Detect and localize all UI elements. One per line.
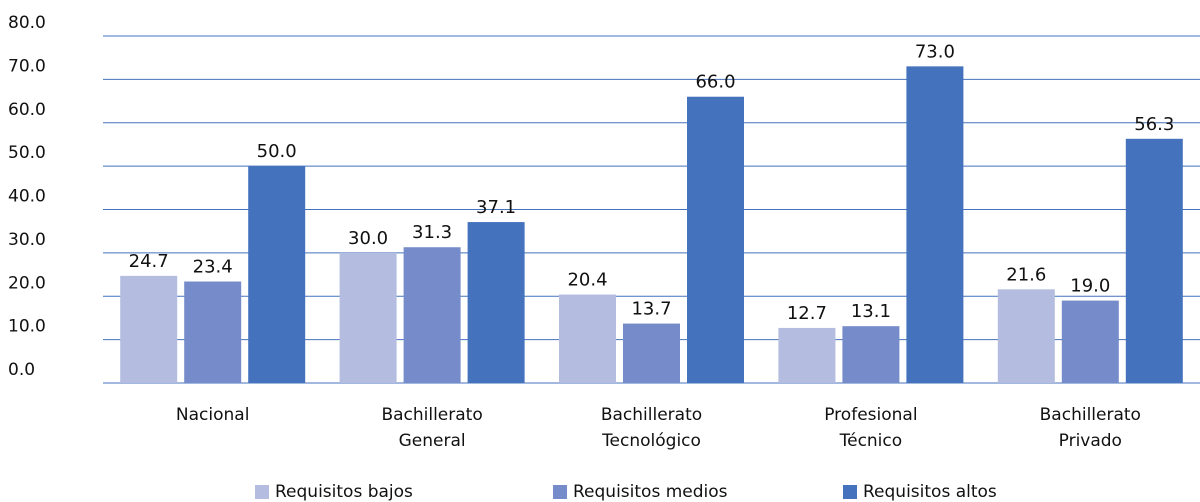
legend-swatch — [553, 485, 567, 499]
value-label: 50.0 — [257, 141, 297, 162]
value-label: 30.0 — [348, 228, 388, 249]
legend-label: Requisitos medios — [573, 482, 728, 502]
bar — [248, 166, 306, 383]
bar — [1061, 300, 1119, 383]
value-label: 56.3 — [1134, 114, 1174, 135]
bar — [467, 222, 525, 383]
value-label: 24.7 — [129, 251, 169, 272]
y-tick-label: 50.0 — [8, 143, 46, 163]
x-tick-text: Bachillerato Tecnológico — [600, 405, 703, 451]
bar — [1125, 138, 1183, 383]
value-label: 13.7 — [631, 299, 671, 320]
legend-label: Requisitos altos — [863, 482, 997, 502]
bar — [842, 326, 900, 383]
bar — [403, 247, 461, 383]
value-label: 31.3 — [412, 222, 452, 243]
bar — [120, 275, 178, 383]
x-tick-text: Profesional Técnico — [824, 405, 918, 451]
legend-swatch — [255, 485, 269, 499]
legend-swatch — [843, 485, 857, 499]
legend-label: Requisitos bajos — [275, 482, 413, 502]
x-tick-text: Bachillerato General — [381, 405, 483, 451]
value-label: 23.4 — [193, 257, 233, 278]
y-tick-label: 30.0 — [8, 230, 46, 250]
x-tick-label: Bachillerato Privado — [1010, 402, 1170, 454]
value-label: 12.7 — [787, 303, 827, 324]
y-tick-label: 20.0 — [8, 273, 46, 293]
value-label: 37.1 — [476, 197, 516, 218]
x-tick-label: Bachillerato General — [352, 402, 512, 454]
x-tick-text: Bachillerato Privado — [1039, 405, 1141, 451]
value-label: 13.1 — [851, 301, 891, 322]
y-tick-label: 40.0 — [8, 187, 46, 207]
bar — [906, 66, 964, 384]
bar — [623, 323, 680, 383]
bar — [559, 294, 616, 383]
y-tick-label: 60.0 — [8, 100, 46, 120]
x-tick-text: Nacional — [175, 405, 250, 425]
bar — [184, 281, 242, 383]
bar — [339, 252, 397, 383]
y-tick-label: 0.0 — [8, 360, 35, 380]
value-label: 21.6 — [1006, 264, 1046, 285]
bar — [997, 289, 1055, 383]
value-label: 19.0 — [1070, 276, 1110, 297]
x-tick-label: Profesional Técnico — [791, 402, 951, 454]
y-tick-label: 10.0 — [8, 317, 46, 337]
x-tick-label: Nacional — [133, 402, 293, 428]
bar — [687, 96, 744, 383]
bar — [778, 327, 836, 383]
value-label: 20.4 — [567, 270, 607, 291]
y-tick-label: 70.0 — [8, 56, 46, 76]
value-label: 73.0 — [915, 41, 955, 62]
x-tick-label: Bachillerato Tecnológico — [572, 402, 732, 454]
value-label: 66.0 — [695, 72, 735, 93]
y-tick-label: 80.0 — [8, 13, 46, 33]
